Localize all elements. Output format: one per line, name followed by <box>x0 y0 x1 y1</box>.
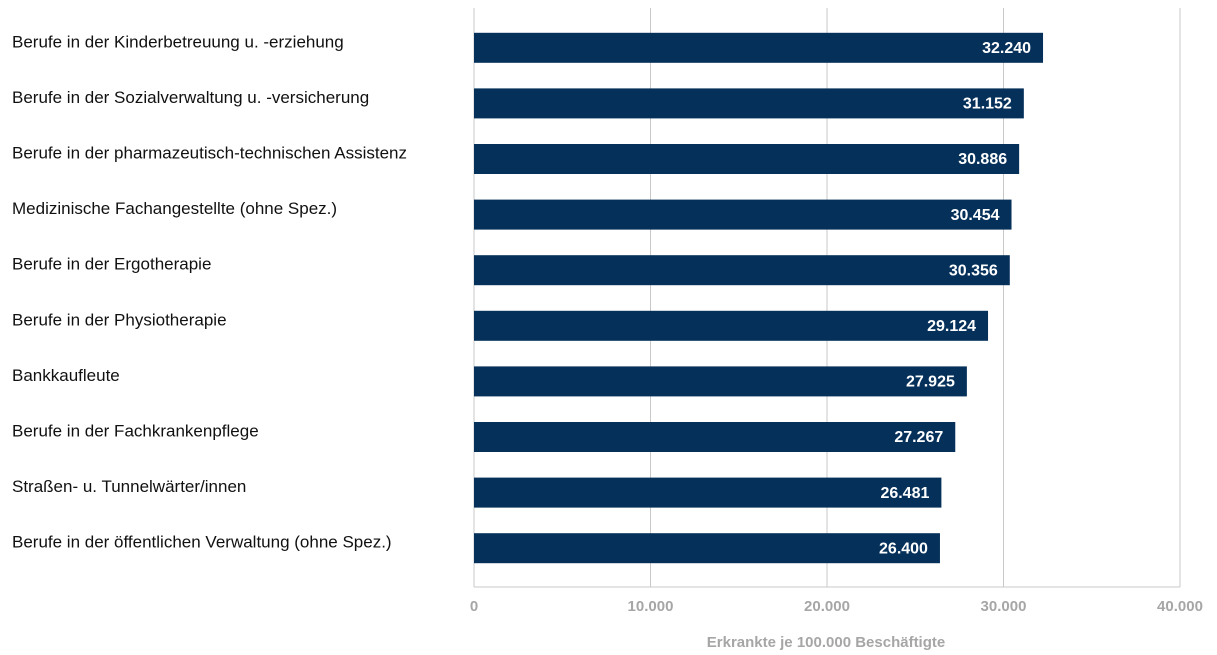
y-tick-label: Medizinische Fachangestellte (ohne Spez.… <box>12 199 337 218</box>
value-label: 29.124 <box>927 318 976 335</box>
bar <box>474 88 1024 119</box>
y-tick-label: Berufe in der Fachkrankenpflege <box>12 421 259 440</box>
value-label: 32.240 <box>982 40 1031 57</box>
bar <box>474 533 940 564</box>
value-label: 27.925 <box>906 374 955 391</box>
bar <box>474 255 1010 286</box>
x-tick-label: 10.000 <box>628 598 674 615</box>
y-tick-label: Berufe in der pharmazeutisch-technischen… <box>12 143 407 162</box>
value-label: 31.152 <box>963 96 1012 113</box>
y-tick-label: Berufe in der öffentlichen Verwaltung (o… <box>12 533 392 552</box>
bar <box>474 422 956 452</box>
value-label: 30.356 <box>949 262 998 279</box>
y-tick-label: Berufe in der Ergotherapie <box>12 255 211 274</box>
x-tick-label: 40.000 <box>1157 598 1203 615</box>
x-tick-label: 20.000 <box>804 598 850 615</box>
bar <box>474 366 967 397</box>
x-tick-label: 0 <box>470 598 478 615</box>
bar <box>474 199 1012 230</box>
y-tick-label: Berufe in der Physiotherapie <box>12 310 227 329</box>
x-axis-title: Erkrankte je 100.000 Beschäftigte <box>707 634 945 651</box>
value-label: 30.886 <box>958 151 1007 168</box>
x-tick-label: 30.000 <box>981 598 1027 615</box>
y-tick-label: Bankkaufleute <box>12 366 120 385</box>
value-label: 26.400 <box>879 540 928 557</box>
bar <box>474 310 989 341</box>
value-label: 26.481 <box>880 485 929 502</box>
bar <box>474 144 1020 174</box>
value-label: 27.267 <box>894 429 943 446</box>
y-tick-label: Straßen- u. Tunnelwärter/innen <box>12 477 246 496</box>
y-tick-label: Berufe in der Kinderbetreuung u. -erzieh… <box>12 32 344 51</box>
bar <box>474 32 1044 63</box>
bar <box>474 477 942 508</box>
value-label: 30.454 <box>951 207 1000 224</box>
y-tick-label: Berufe in der Sozialverwaltung u. -versi… <box>12 88 369 107</box>
